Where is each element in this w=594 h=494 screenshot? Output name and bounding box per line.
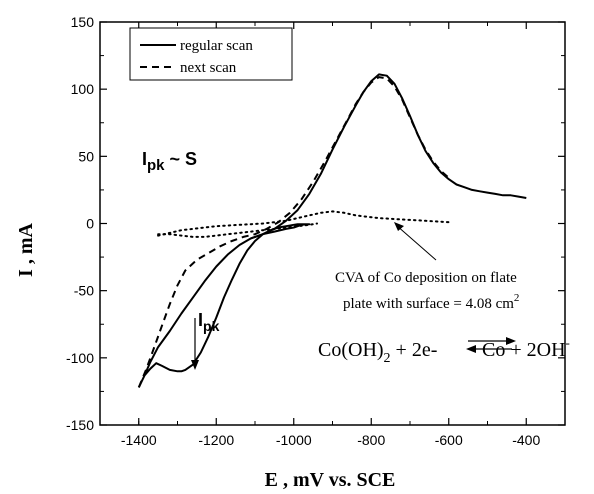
x-tick-label: -600 [435,432,463,448]
series-line-solid-0 [137,223,311,388]
legend: regular scan next scan [129,27,293,81]
reaction-right-text: Co + 2OH [482,339,566,361]
y-tick-label: -150 [66,417,94,433]
reaction-mid: + 2e- [391,339,438,361]
reaction-reverse-arrow-head [466,345,476,353]
cva-annotation-line2: plate with surface = 4.08 cm2 [343,292,519,312]
reaction-right: Co + 2OH- [482,335,570,361]
legend-label-next: next scan [180,60,237,76]
y-tick-label: -50 [74,283,94,299]
ipk-relation-text: Ipk ~ S [142,149,197,174]
ipk-relation-rest: ~ S [165,149,198,169]
ipk-marker-text: Ipk [198,310,220,334]
series-line-dotted-4 [157,222,318,238]
x-tick-label: -1400 [121,432,157,448]
y-tick-label: 50 [78,148,94,164]
series-line-dotted-3 [157,210,450,237]
cva-annotation-line2-text: plate with surface = 4.08 cm [343,296,514,312]
x-axis-label: E , mV vs. SCE [265,469,396,491]
series-layer [137,73,527,388]
reaction-sub: 2 [384,351,391,366]
y-tick-label: 100 [71,81,95,97]
ipk-relation-sub: pk [147,157,165,174]
legend-box [129,27,293,81]
x-tick-label: -1000 [276,432,312,448]
y-tick-label: 150 [71,14,95,30]
cva-arrow-head [394,222,404,231]
y-axis-label: I , mA [15,223,37,277]
x-tick-label: -800 [357,432,385,448]
axes-layer: -1400 -1200 -1000 -800 -600 -400 -150 -100 -50 0 5… [66,14,566,448]
cva-annotation-sup: 2 [514,292,520,304]
y-tick-label: 0 [86,216,94,232]
ipk-marker-sub: pk [203,318,220,334]
plot-frame [99,21,566,426]
y-tick-label: -100 [66,350,94,366]
reaction-left-text: Co(OH) [318,339,384,361]
ipk-relation-i: I [142,149,147,169]
ipk-arrow-head [191,360,199,370]
cva-annotation-line1: CVA of Co deposition on flate [335,270,517,286]
reaction-left: Co(OH)2 + 2e- [318,339,437,366]
ipk-marker-i: I [198,310,203,330]
reaction-forward-arrow-head [506,337,516,345]
legend-label-regular: regular scan [180,38,253,54]
x-tick-label: -400 [512,432,540,448]
x-tick-label: -1200 [198,432,234,448]
reaction-sup: - [566,335,570,350]
cva-arrow-line [395,224,437,261]
series-line-solid-1 [250,73,527,240]
